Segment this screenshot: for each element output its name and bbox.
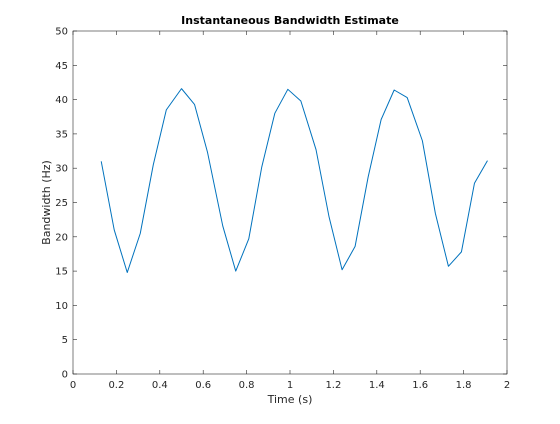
y-tick-label: 25 (55, 198, 68, 209)
x-axis-label: Time (s) (267, 393, 313, 406)
series-line (100, 88, 488, 273)
x-tick-label: 0.4 (152, 380, 168, 391)
x-tick-label: 1.2 (325, 380, 341, 391)
y-tick-label: 50 (55, 27, 68, 38)
x-tick-label: 0 (70, 380, 76, 391)
x-tick-label: 0.6 (195, 380, 211, 391)
x-tick-label: 1.8 (456, 380, 472, 391)
y-axis-label: Bandwidth (Hz) (40, 160, 53, 245)
ticks-layer: 0 0.2 0.4 0.6 0.8 1 1.2 1.4 1.6 1.8 20510152025303… (55, 27, 510, 392)
x-tick-label: 1 (287, 380, 293, 391)
y-tick-label: 45 (55, 61, 68, 72)
y-tick-label: 0 (62, 370, 68, 381)
y-tick-label: 10 (55, 301, 68, 312)
x-tick-label: 2 (504, 380, 510, 391)
y-tick-label: 20 (55, 232, 68, 243)
y-tick-label: 40 (55, 95, 68, 106)
series-layer (100, 88, 488, 273)
plot-area-frame (72, 30, 508, 375)
x-tick-label: 1.6 (412, 380, 428, 391)
x-tick-label: 1.4 (369, 380, 385, 391)
y-tick-label: 15 (55, 267, 68, 278)
x-tick-label: 0.2 (108, 380, 124, 391)
chart-title: Instantaneous Bandwidth Estimate (181, 14, 399, 27)
y-tick-label: 30 (55, 164, 68, 175)
y-tick-label: 35 (55, 129, 68, 140)
x-tick-label: 0.8 (239, 380, 255, 391)
y-tick-label: 5 (62, 335, 68, 346)
plot-area-background (73, 31, 507, 374)
